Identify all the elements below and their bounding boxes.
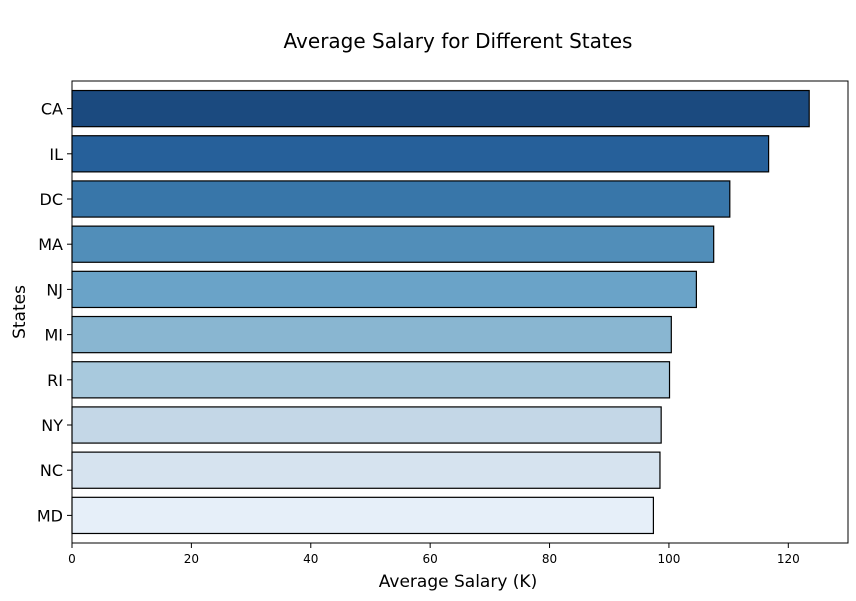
y-tick-label: CA [41,100,63,119]
bar-ma [71,225,715,263]
x-tick-label: 40 [303,552,318,566]
y-tick-label: DC [40,190,64,209]
bar-nc [71,451,661,489]
y-tick-label: MA [38,235,63,254]
y-tick-label: IL [49,145,63,164]
bar-dc [71,180,731,218]
y-axis-label: States [10,285,30,339]
bar-mi [71,315,672,354]
x-tick-label: 60 [423,552,438,566]
y-tick-label: MD [37,506,63,525]
x-tick-label: 120 [777,552,800,566]
x-axis: 0 20 40 60 80 100 120 [68,543,800,566]
bar-ca [71,89,810,128]
plot-frame [71,80,849,544]
x-tick-label: 100 [657,552,680,566]
bar-nj [71,270,697,309]
y-tick-label: NY [41,416,63,435]
y-axis: CA IL DC MA NJ MI RI NY NC MD [37,100,72,525]
x-tick-label: 20 [184,552,199,566]
bar-ri [71,361,671,399]
y-tick-label: MI [44,326,63,345]
x-tick-label: 80 [542,552,557,566]
x-tick-label: 0 [68,552,76,566]
bar-ny [71,406,662,444]
x-axis-label: Average Salary (K) [379,572,537,592]
chart-title: Average Salary for Different States [284,29,633,53]
bar-md [71,496,655,535]
bar-il [71,135,770,173]
y-tick-label: NC [40,461,63,480]
y-tick-label: NJ [46,280,63,299]
bars-layer [71,89,810,535]
y-tick-label: RI [47,371,63,390]
